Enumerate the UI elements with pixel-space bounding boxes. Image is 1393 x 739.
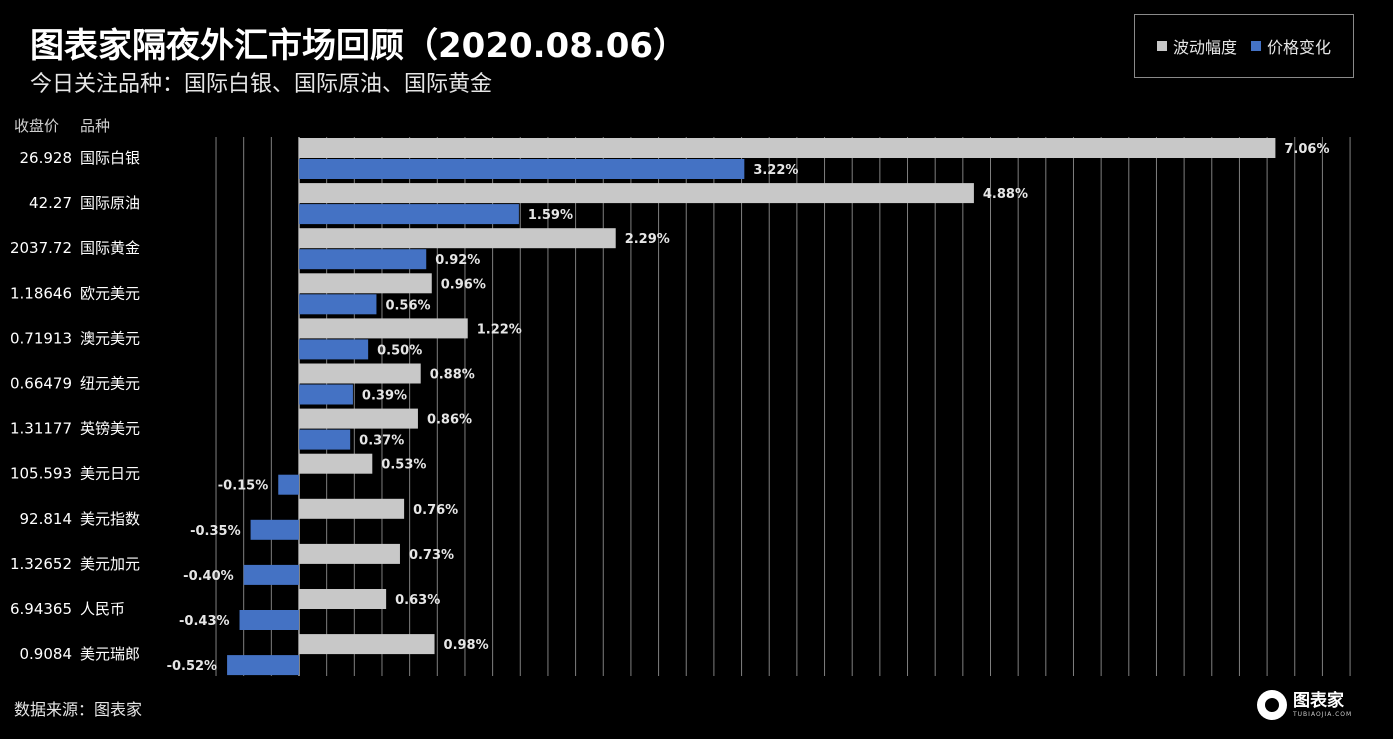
bar-volatility [299, 228, 616, 249]
category-label: 纽元美元 [80, 375, 140, 393]
chart-title: 图表家隔夜外汇市场回顾（2020.08.06） [30, 26, 688, 66]
data-label-volatility: 0.86% [427, 413, 472, 428]
data-label-change: -0.52% [167, 659, 218, 674]
logo-cn: 图表家 [1293, 690, 1344, 711]
data-label-change: -0.15% [218, 479, 269, 494]
data-label-change: 0.92% [435, 253, 480, 268]
column-header-close: 收盘价 [14, 117, 60, 135]
data-label-volatility: 0.98% [444, 638, 489, 653]
bar-change [250, 519, 299, 540]
bar-volatility [299, 363, 421, 384]
data-label-change: 0.37% [359, 434, 404, 449]
bar-change [243, 564, 299, 585]
category-label: 美元瑞郎 [80, 645, 140, 663]
data-label-change: 0.50% [377, 343, 422, 358]
column-header-product: 品种 [80, 117, 111, 135]
bar-volatility [299, 498, 405, 519]
data-label-change: 3.22% [753, 163, 798, 178]
category-label: 人民币 [80, 600, 125, 618]
logo-text: 图表家 TUBIAOJIA.COM [1293, 690, 1353, 718]
bar-volatility [299, 589, 387, 609]
bar-change [278, 474, 299, 495]
close-price-label: 1.18646 [10, 284, 72, 302]
bar-change [239, 610, 299, 630]
close-price-label: 42.27 [29, 194, 72, 212]
data-label-volatility: 4.88% [983, 187, 1028, 202]
logo-icon [1257, 690, 1287, 720]
bar-change [299, 384, 353, 405]
legend-label-volatility: 波动幅度 [1172, 38, 1237, 57]
bar-volatility [299, 543, 400, 564]
data-label-change: 0.56% [385, 298, 430, 313]
category-label: 美元指数 [80, 510, 140, 528]
category-label: 国际黄金 [80, 239, 140, 257]
category-label: 欧元美元 [80, 284, 140, 302]
legend: 波动幅度 价格变化 [1134, 14, 1354, 78]
bar-volatility [299, 138, 1276, 158]
bar-volatility [299, 318, 468, 339]
close-price-label: 6.94365 [10, 600, 72, 618]
data-label-volatility: 0.63% [395, 593, 440, 608]
chart-subtitle: 今日关注品种：国际白银、国际原油、国际黄金 [30, 72, 493, 97]
bar-volatility [299, 273, 432, 294]
category-label: 英镑美元 [80, 420, 140, 438]
close-price-label: 2037.72 [10, 239, 72, 257]
data-label-change: -0.43% [179, 614, 230, 629]
bar-volatility [299, 453, 373, 474]
data-source: 数据来源：图表家 [14, 700, 143, 719]
category-label: 澳元美元 [80, 329, 140, 347]
close-price-label: 92.814 [20, 510, 73, 528]
data-label-volatility: 0.88% [430, 368, 475, 383]
close-price-label: 0.71913 [10, 329, 72, 347]
bar-change [299, 339, 369, 360]
legend-label-change: 价格变化 [1267, 38, 1332, 57]
logo: 图表家 TUBIAOJIA.COM [1257, 690, 1352, 720]
data-label-volatility: 1.22% [477, 322, 522, 337]
data-label-volatility: 7.06% [1284, 142, 1329, 157]
data-label-change: -0.35% [190, 524, 241, 539]
bar-change [227, 655, 299, 676]
legend-swatch-volatility [1156, 41, 1167, 51]
bar-volatility [299, 183, 974, 204]
category-label: 国际原油 [80, 194, 140, 212]
bar-volatility [299, 408, 418, 429]
bar-change [299, 204, 519, 225]
bar-change [299, 429, 351, 450]
close-price-label: 105.593 [10, 465, 72, 483]
close-price-label: 1.32652 [10, 555, 72, 573]
close-price-label: 0.9084 [20, 645, 73, 663]
legend-item-change: 价格变化 [1251, 34, 1331, 58]
legend-swatch-change [1251, 41, 1261, 51]
data-label-volatility: 0.96% [441, 277, 486, 292]
data-label-change: -0.40% [183, 569, 234, 584]
data-label-volatility: 0.73% [409, 548, 454, 563]
category-label: 国际白银 [80, 149, 140, 167]
data-label-volatility: 0.76% [413, 503, 458, 518]
logo-en: TUBIAOJIA.COM [1293, 710, 1353, 718]
close-price-label: 1.31177 [10, 420, 72, 438]
data-label-change: 0.39% [362, 389, 407, 404]
close-price-label: 0.66479 [10, 375, 72, 393]
bar-change [299, 294, 377, 315]
bar-change [299, 159, 745, 179]
data-label-change: 1.59% [528, 208, 573, 223]
bar-volatility [299, 634, 435, 655]
bar-change [299, 249, 427, 270]
category-label: 美元加元 [80, 555, 140, 573]
close-price-label: 26.928 [20, 149, 73, 167]
data-label-volatility: 0.53% [381, 458, 426, 473]
legend-item-volatility: 波动幅度 [1156, 34, 1237, 58]
category-label: 美元日元 [80, 465, 140, 483]
data-label-volatility: 2.29% [625, 232, 670, 247]
